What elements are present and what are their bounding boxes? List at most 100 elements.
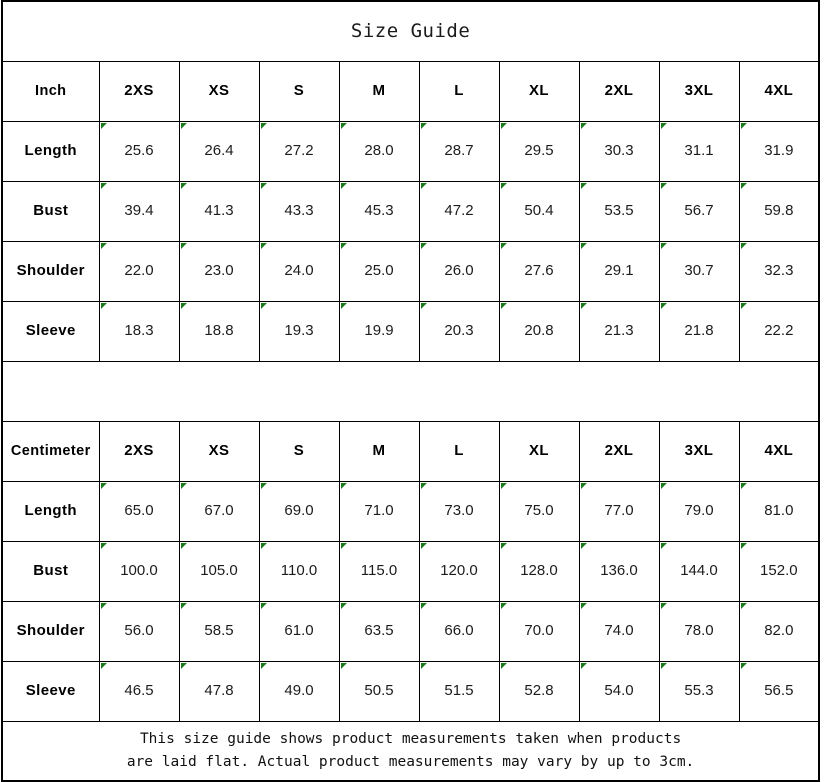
size-label: XS xyxy=(208,82,230,99)
measurement-value: 20.3 xyxy=(444,322,474,339)
measurement-value: 23.0 xyxy=(204,262,234,279)
measurement-cell: 29.5 xyxy=(498,120,580,182)
measurement-cell: 49.0 xyxy=(258,660,340,722)
row-label-cell: Sleeve xyxy=(1,660,100,722)
table-spacer-cell xyxy=(1,360,820,422)
measurement-value: 77.0 xyxy=(604,502,634,519)
size-label: XL xyxy=(529,82,549,99)
size-label: 2XS xyxy=(124,442,154,459)
measurement-cell: 52.8 xyxy=(498,660,580,722)
size-label: S xyxy=(293,442,305,459)
measurement-cell: 18.3 xyxy=(98,300,180,362)
table-row: Shoulder 22.0 23.0 24.0 25.0 26.0 27.6 2… xyxy=(1,240,820,302)
measurement-value: 49.0 xyxy=(284,682,314,699)
measurement-value: 55.3 xyxy=(684,682,714,699)
measurement-cell: 24.0 xyxy=(258,240,340,302)
measurement-value: 32.3 xyxy=(764,262,794,279)
cm-size-header-s: S xyxy=(258,420,340,482)
size-label: M xyxy=(372,442,386,459)
measurement-label: Sleeve xyxy=(25,682,76,699)
table-row: Length 65.0 67.0 69.0 71.0 73.0 75.0 77.… xyxy=(1,480,820,542)
measurement-cell: 27.2 xyxy=(258,120,340,182)
measurement-cell: 120.0 xyxy=(418,540,500,602)
measurement-cell: 29.1 xyxy=(578,240,660,302)
measurement-value: 69.0 xyxy=(284,502,314,519)
measurement-value: 78.0 xyxy=(684,622,714,639)
measurement-cell: 58.5 xyxy=(178,600,260,662)
measurement-cell: 47.2 xyxy=(418,180,500,242)
measurement-value: 26.4 xyxy=(204,142,234,159)
measurement-cell: 53.5 xyxy=(578,180,660,242)
measurement-value: 29.1 xyxy=(604,262,634,279)
measurement-label: Shoulder xyxy=(16,622,85,639)
title-row: Size Guide xyxy=(2,1,820,62)
measurement-cell: 54.0 xyxy=(578,660,660,722)
measurement-cell: 77.0 xyxy=(578,480,660,542)
measurement-value: 28.7 xyxy=(444,142,474,159)
inch-size-header-xl: XL xyxy=(498,60,580,122)
measurement-cell: 45.3 xyxy=(338,180,420,242)
measurement-cell: 41.3 xyxy=(178,180,260,242)
size-label: 4XL xyxy=(764,442,794,459)
measurement-cell: 115.0 xyxy=(338,540,420,602)
measurement-value: 67.0 xyxy=(204,502,234,519)
measurement-cell: 19.3 xyxy=(258,300,340,362)
measurement-value: 110.0 xyxy=(280,562,318,579)
measurement-cell: 152.0 xyxy=(738,540,820,602)
measurement-cell: 136.0 xyxy=(578,540,660,602)
measurement-value: 43.3 xyxy=(284,202,314,219)
measurement-value: 144.0 xyxy=(680,562,718,579)
measurement-cell: 79.0 xyxy=(658,480,740,542)
measurement-value: 25.0 xyxy=(364,262,394,279)
measurement-value: 47.2 xyxy=(444,202,474,219)
measurement-cell: 65.0 xyxy=(98,480,180,542)
measurement-cell: 21.8 xyxy=(658,300,740,362)
measurement-cell: 23.0 xyxy=(178,240,260,302)
measurement-value: 22.2 xyxy=(764,322,794,339)
inch-unit-header-cell: Inch xyxy=(1,60,100,122)
cm-size-header-l: L xyxy=(418,420,500,482)
measurement-cell: 63.5 xyxy=(338,600,420,662)
measurement-cell: 70.0 xyxy=(498,600,580,662)
measurement-cell: 21.3 xyxy=(578,300,660,362)
measurement-value: 82.0 xyxy=(764,622,794,639)
table-row: Length 25.6 26.4 27.2 28.0 28.7 29.5 30.… xyxy=(1,120,820,182)
inch-header-row: Inch 2XS XS S M L XL 2XL 3XL 4XL xyxy=(1,60,820,122)
measurement-value: 81.0 xyxy=(764,502,794,519)
measurement-cell: 39.4 xyxy=(98,180,180,242)
size-label: XL xyxy=(529,442,549,459)
measurement-cell: 28.0 xyxy=(338,120,420,182)
measurement-cell: 28.7 xyxy=(418,120,500,182)
measurement-value: 70.0 xyxy=(524,622,554,639)
footer-note-text: This size guide shows product measuremen… xyxy=(126,731,695,770)
measurement-label: Length xyxy=(24,502,77,519)
measurement-cell: 56.5 xyxy=(738,660,820,722)
measurement-cell: 26.0 xyxy=(418,240,500,302)
measurement-cell: 144.0 xyxy=(658,540,740,602)
table-row: Shoulder 56.0 58.5 61.0 63.5 66.0 70.0 7… xyxy=(1,600,820,662)
measurement-value: 30.3 xyxy=(604,142,634,159)
inch-size-header-l: L xyxy=(418,60,500,122)
measurement-value: 50.4 xyxy=(524,202,554,219)
measurement-value: 152.0 xyxy=(760,562,798,579)
measurement-cell: 67.0 xyxy=(178,480,260,542)
measurement-value: 18.8 xyxy=(204,322,234,339)
measurement-cell: 51.5 xyxy=(418,660,500,722)
measurement-label: Bust xyxy=(33,562,69,579)
measurement-value: 53.5 xyxy=(604,202,634,219)
measurement-cell: 110.0 xyxy=(258,540,340,602)
measurement-value: 45.3 xyxy=(364,202,394,219)
measurement-value: 63.5 xyxy=(364,622,394,639)
measurement-value: 28.0 xyxy=(364,142,394,159)
measurement-value: 50.5 xyxy=(364,682,394,699)
measurement-value: 56.5 xyxy=(764,682,794,699)
size-label: S xyxy=(293,82,305,99)
measurement-cell: 82.0 xyxy=(738,600,820,662)
measurement-cell: 47.8 xyxy=(178,660,260,722)
size-label: 4XL xyxy=(764,82,794,99)
measurement-cell: 74.0 xyxy=(578,600,660,662)
measurement-value: 120.0 xyxy=(440,562,478,579)
table-spacer-row xyxy=(1,360,820,422)
row-label-cell: Length xyxy=(1,120,100,182)
